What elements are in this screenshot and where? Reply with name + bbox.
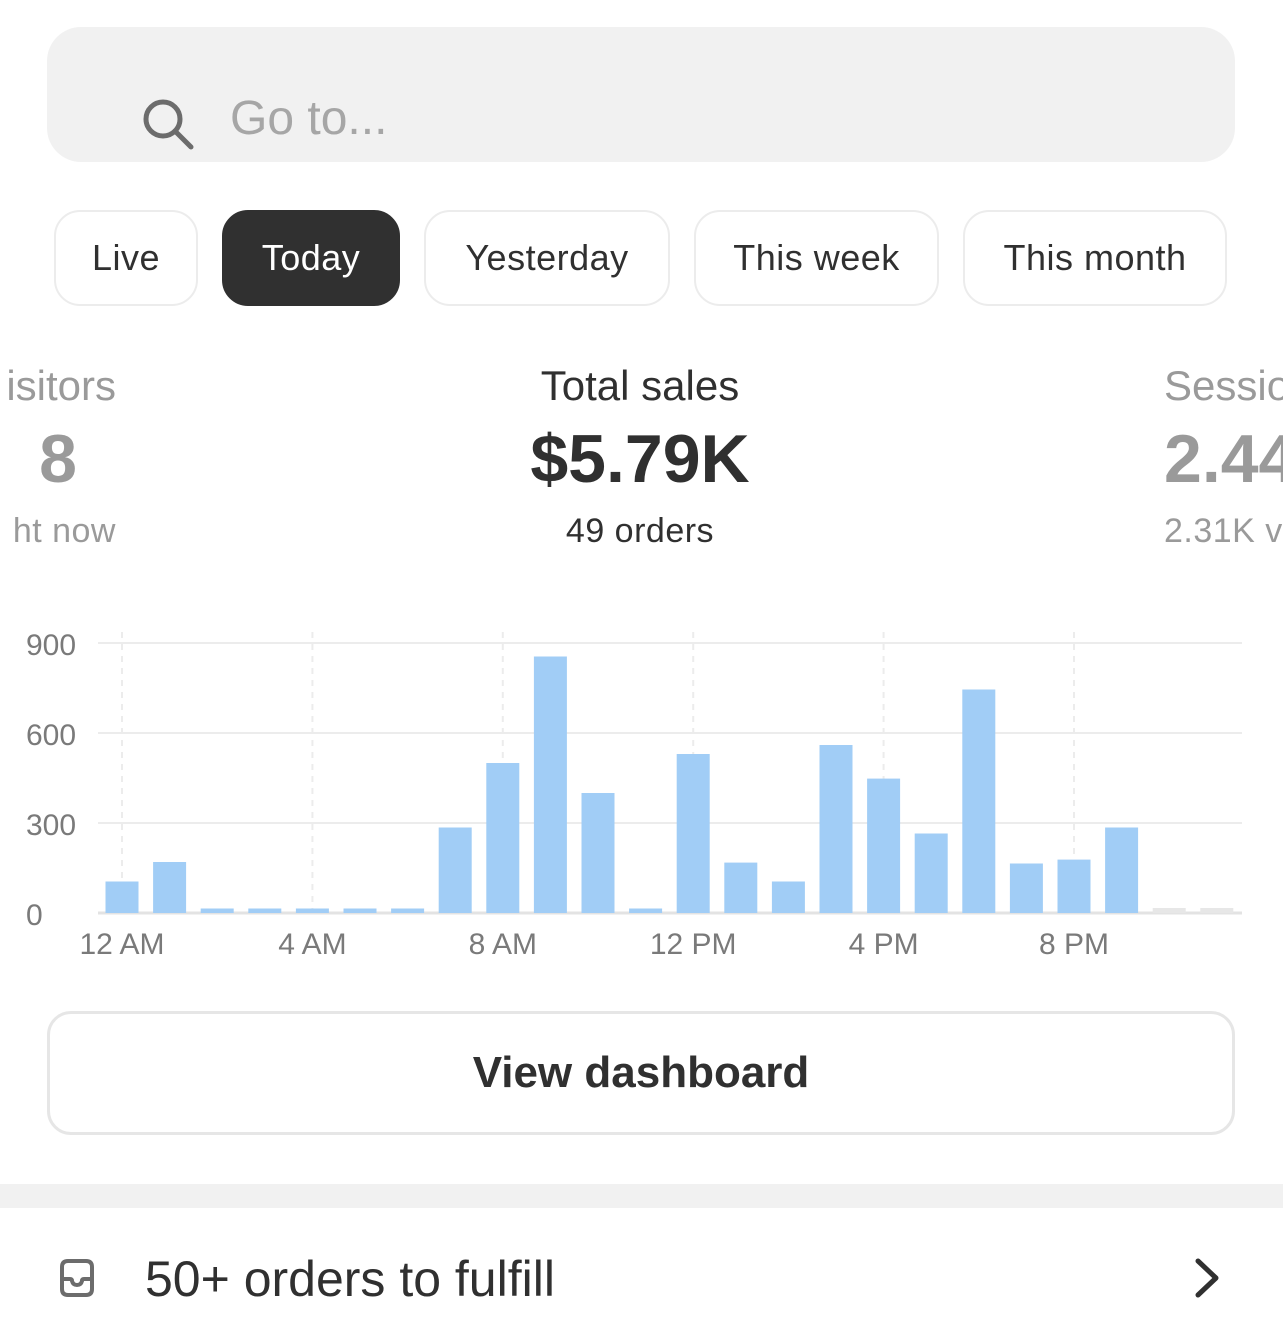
metric-sales-value: $5.79K — [530, 421, 750, 497]
x-tick-label: 4 AM — [278, 928, 346, 961]
tab-this-month[interactable]: This month — [963, 210, 1227, 306]
chart-bar — [724, 862, 758, 913]
tab-live[interactable]: Live — [54, 210, 198, 306]
chart-bar — [1057, 859, 1091, 913]
chart-bar — [819, 745, 853, 913]
x-tick-label: 4 PM — [849, 928, 919, 961]
metric-visitors-value: 8 — [39, 421, 77, 497]
metric-visitors-sub: ht now — [12, 512, 116, 550]
search-icon — [143, 99, 194, 150]
x-tick-label: 12 PM — [650, 928, 737, 961]
chart-bar — [867, 778, 901, 913]
y-tick-label: 0 — [26, 899, 43, 932]
section-divider — [0, 1184, 1283, 1208]
metric-sessions-sub: 2.31K v — [1164, 512, 1283, 550]
x-tick-label: 8 PM — [1039, 928, 1109, 961]
chart-bar — [438, 827, 472, 913]
chart-bar — [1009, 863, 1043, 913]
view-dashboard-button[interactable]: View dashboard — [47, 1011, 1235, 1135]
chart-bar-future — [1152, 908, 1186, 913]
metric-sales-sub: 49 orders — [565, 512, 715, 550]
chart-bar — [914, 833, 948, 913]
x-tick-label: 12 AM — [79, 928, 164, 961]
chart-bar — [153, 862, 187, 913]
orders-to-fulfill-row[interactable]: 50+ orders to fulfill — [0, 1208, 1283, 1344]
y-tick-label: 300 — [26, 809, 76, 842]
orders-to-fulfill-label: 50+ orders to fulfill — [145, 1251, 555, 1307]
sales-bar-chart: 0 300 600 900 12 AM 4 AM 8 AM 12 PM 4 PM 8 PM — [26, 629, 1242, 961]
chart-bar — [629, 908, 663, 913]
chart-bar — [1105, 827, 1139, 913]
inbox-icon — [60, 1259, 94, 1297]
chart-bar — [771, 881, 805, 913]
chart-bar — [200, 908, 234, 913]
metric-visitors-label: isitors — [6, 362, 116, 409]
metric-sessions[interactable]: Sessio 2.44 2.31K v — [1164, 362, 1283, 551]
metric-sessions-label: Sessio — [1164, 362, 1283, 409]
chart-bar — [581, 793, 615, 913]
tab-today[interactable]: Today — [222, 210, 400, 306]
search-input[interactable]: Go to... — [230, 92, 388, 145]
chart-bar — [295, 908, 329, 913]
metric-sales-label: Total sales — [540, 362, 740, 409]
chart-bar — [962, 689, 996, 913]
chart-bar — [391, 908, 425, 913]
tab-this-week[interactable]: This week — [694, 210, 939, 306]
chart-bar — [105, 881, 139, 913]
y-tick-label: 900 — [26, 629, 76, 662]
chart-bar — [533, 656, 567, 913]
chart-bar — [248, 908, 282, 913]
tab-yesterday[interactable]: Yesterday — [424, 210, 670, 306]
search-bar[interactable]: Go to... — [47, 27, 1235, 162]
metric-sessions-value: 2.44 — [1164, 421, 1283, 497]
chevron-right-icon — [1195, 1258, 1219, 1298]
y-tick-label: 600 — [26, 719, 76, 752]
chart-bar — [343, 908, 377, 913]
chart-bar — [676, 754, 710, 913]
x-tick-label: 8 AM — [469, 928, 537, 961]
chart-bar-future — [1200, 908, 1234, 913]
metric-total-sales[interactable]: Total sales $5.79K 49 orders — [440, 362, 840, 551]
chart-bar — [486, 763, 520, 913]
metric-visitors[interactable]: isitors 8 ht now — [0, 362, 216, 551]
